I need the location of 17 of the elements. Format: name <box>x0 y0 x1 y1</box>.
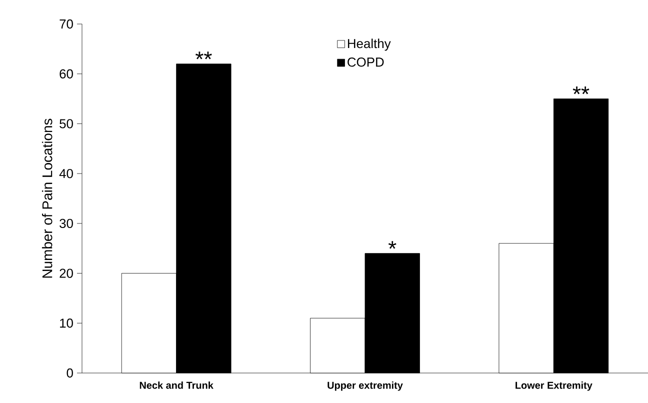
legend-label: Healthy <box>348 38 391 51</box>
y-tick-label: 30 <box>60 218 73 228</box>
x-tick-label: Neck and Trunk <box>140 382 214 389</box>
annotation: * <box>388 241 396 249</box>
y-tick-label: 0 <box>66 368 73 378</box>
y-tick-label: 70 <box>60 19 73 29</box>
y-tick-label: 10 <box>60 318 73 328</box>
y-tick-label: 20 <box>60 268 73 278</box>
y-tick-label: 60 <box>60 69 73 78</box>
x-tick-label: Lower Extremity <box>516 382 592 391</box>
legend-label: COPD <box>348 58 384 67</box>
annotation: ** <box>572 86 590 94</box>
x-tick-label: Upper extremity <box>328 382 403 391</box>
y-axis-title: Number of Pain Locations <box>42 118 52 278</box>
y-tick-label: 40 <box>59 168 73 178</box>
y-tick-label: 50 <box>60 119 73 128</box>
annotation: ** <box>196 52 212 60</box>
